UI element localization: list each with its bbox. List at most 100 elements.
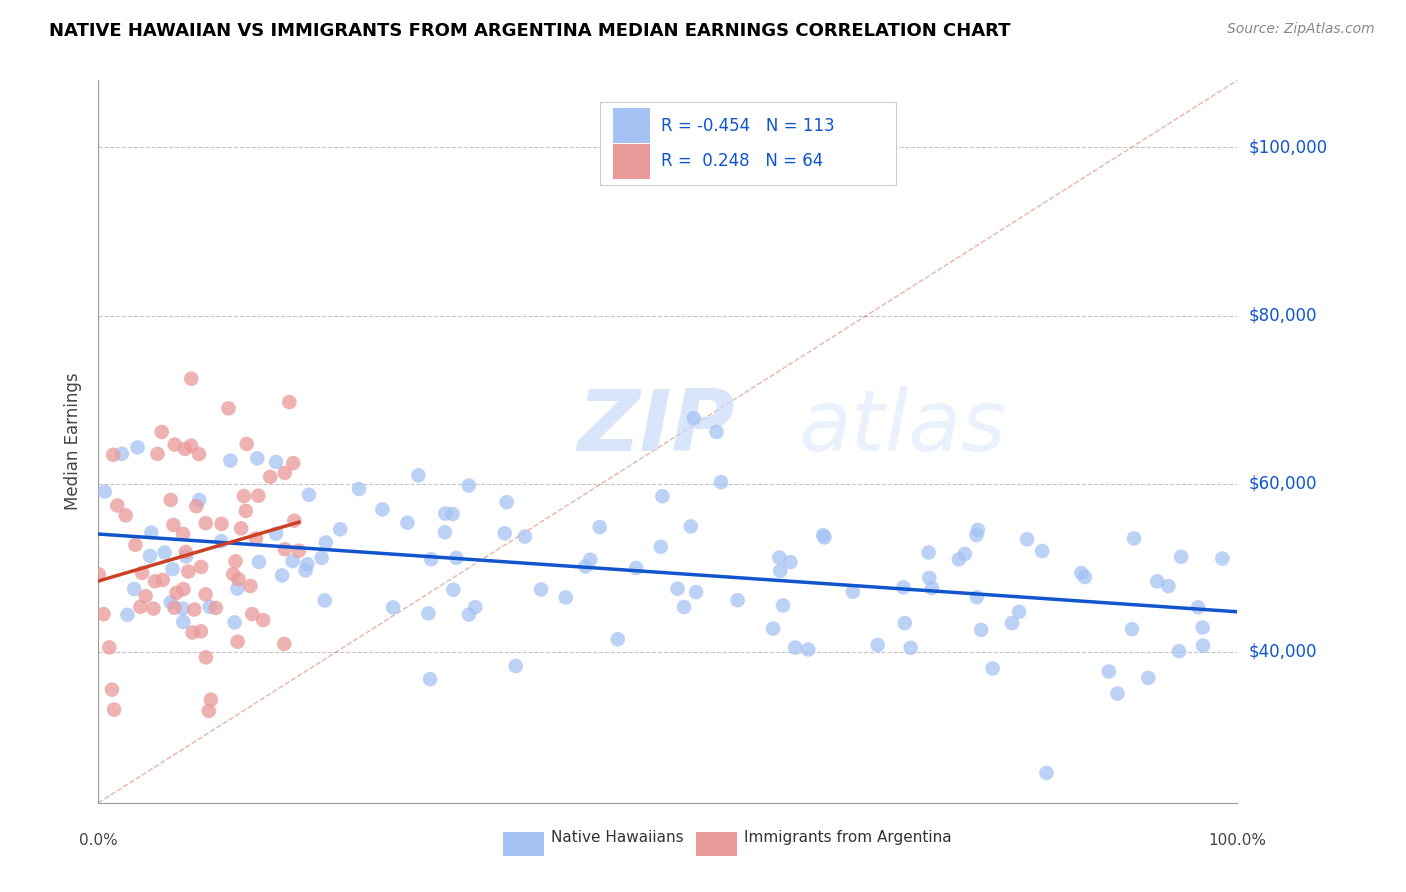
Point [1074,570,1097,584]
Point [146,447,169,461]
Point [311,550,333,565]
Point [329,522,352,536]
Point [281,554,304,568]
Point [211,516,233,531]
Point [650,540,672,554]
Text: $100,000: $100,000 [1249,138,1327,156]
Point [190,560,212,574]
Point [135,589,157,603]
Text: $80,000: $80,000 [1249,307,1317,325]
Point [163,437,186,451]
Point [240,607,263,621]
Point [159,595,181,609]
Text: Source: ZipAtlas.com: Source: ZipAtlas.com [1227,22,1375,37]
Point [966,590,988,604]
Point [679,519,702,533]
Point [1146,574,1168,589]
Point [811,528,834,542]
Point [222,567,245,582]
Point [190,624,212,639]
Text: $60,000: $60,000 [1249,475,1317,492]
Point [180,372,202,386]
Point [226,582,249,596]
Point [172,615,194,629]
Point [917,545,939,559]
Text: ZIP: ZIP [576,385,734,468]
Point [162,518,184,533]
Point [180,439,202,453]
Point [177,565,200,579]
Point [315,535,337,549]
Point [224,615,246,630]
Point [166,586,188,600]
Text: R = -0.454   N = 113: R = -0.454 N = 113 [661,117,835,135]
Point [105,499,128,513]
Point [174,549,197,564]
Point [1123,532,1146,546]
Point [419,672,441,686]
Point [247,555,270,569]
Point [93,607,115,622]
Point [264,455,287,469]
Point [706,425,728,439]
Point [589,520,612,534]
Point [418,607,440,621]
Point [382,600,405,615]
Point [434,507,457,521]
Point [141,525,163,540]
Point [651,489,673,503]
Point [139,549,162,563]
Point [1137,671,1160,685]
Point [122,582,145,596]
Point [288,543,311,558]
Bar [503,832,544,855]
Point [271,568,294,582]
Point [666,582,689,596]
Point [194,650,217,665]
Bar [613,109,650,143]
Point [464,600,486,615]
Point [174,442,197,456]
Point [194,516,217,531]
Point [624,561,647,575]
Point [433,525,456,540]
Point [842,584,865,599]
Point [124,538,146,552]
Point [494,526,516,541]
Point [297,558,319,572]
Point [1168,644,1191,658]
Point [183,602,205,616]
Point [682,411,704,425]
Point [1008,605,1031,619]
Text: $40,000: $40,000 [1249,642,1317,661]
Point [797,642,820,657]
Point [673,599,696,614]
Point [785,640,807,655]
Point [866,638,889,652]
Point [246,451,269,466]
Point [1121,622,1143,636]
Text: 0.0%: 0.0% [79,833,118,848]
Point [143,574,166,589]
Point [188,493,211,508]
Point [1035,765,1057,780]
Text: R =  0.248   N = 64: R = 0.248 N = 64 [661,153,824,170]
Point [245,532,267,546]
Point [259,470,281,484]
Point [893,581,915,595]
Point [1031,544,1053,558]
Bar [696,832,737,855]
Point [921,581,943,595]
Point [131,566,153,580]
Point [219,453,242,467]
Point [198,704,221,718]
Point [768,550,790,565]
Point [505,659,527,673]
Point [762,622,785,636]
Point [172,582,194,596]
Point [769,564,792,578]
Point [779,555,801,569]
Point [163,600,186,615]
Point [181,625,204,640]
Text: 100.0%: 100.0% [1208,833,1267,848]
